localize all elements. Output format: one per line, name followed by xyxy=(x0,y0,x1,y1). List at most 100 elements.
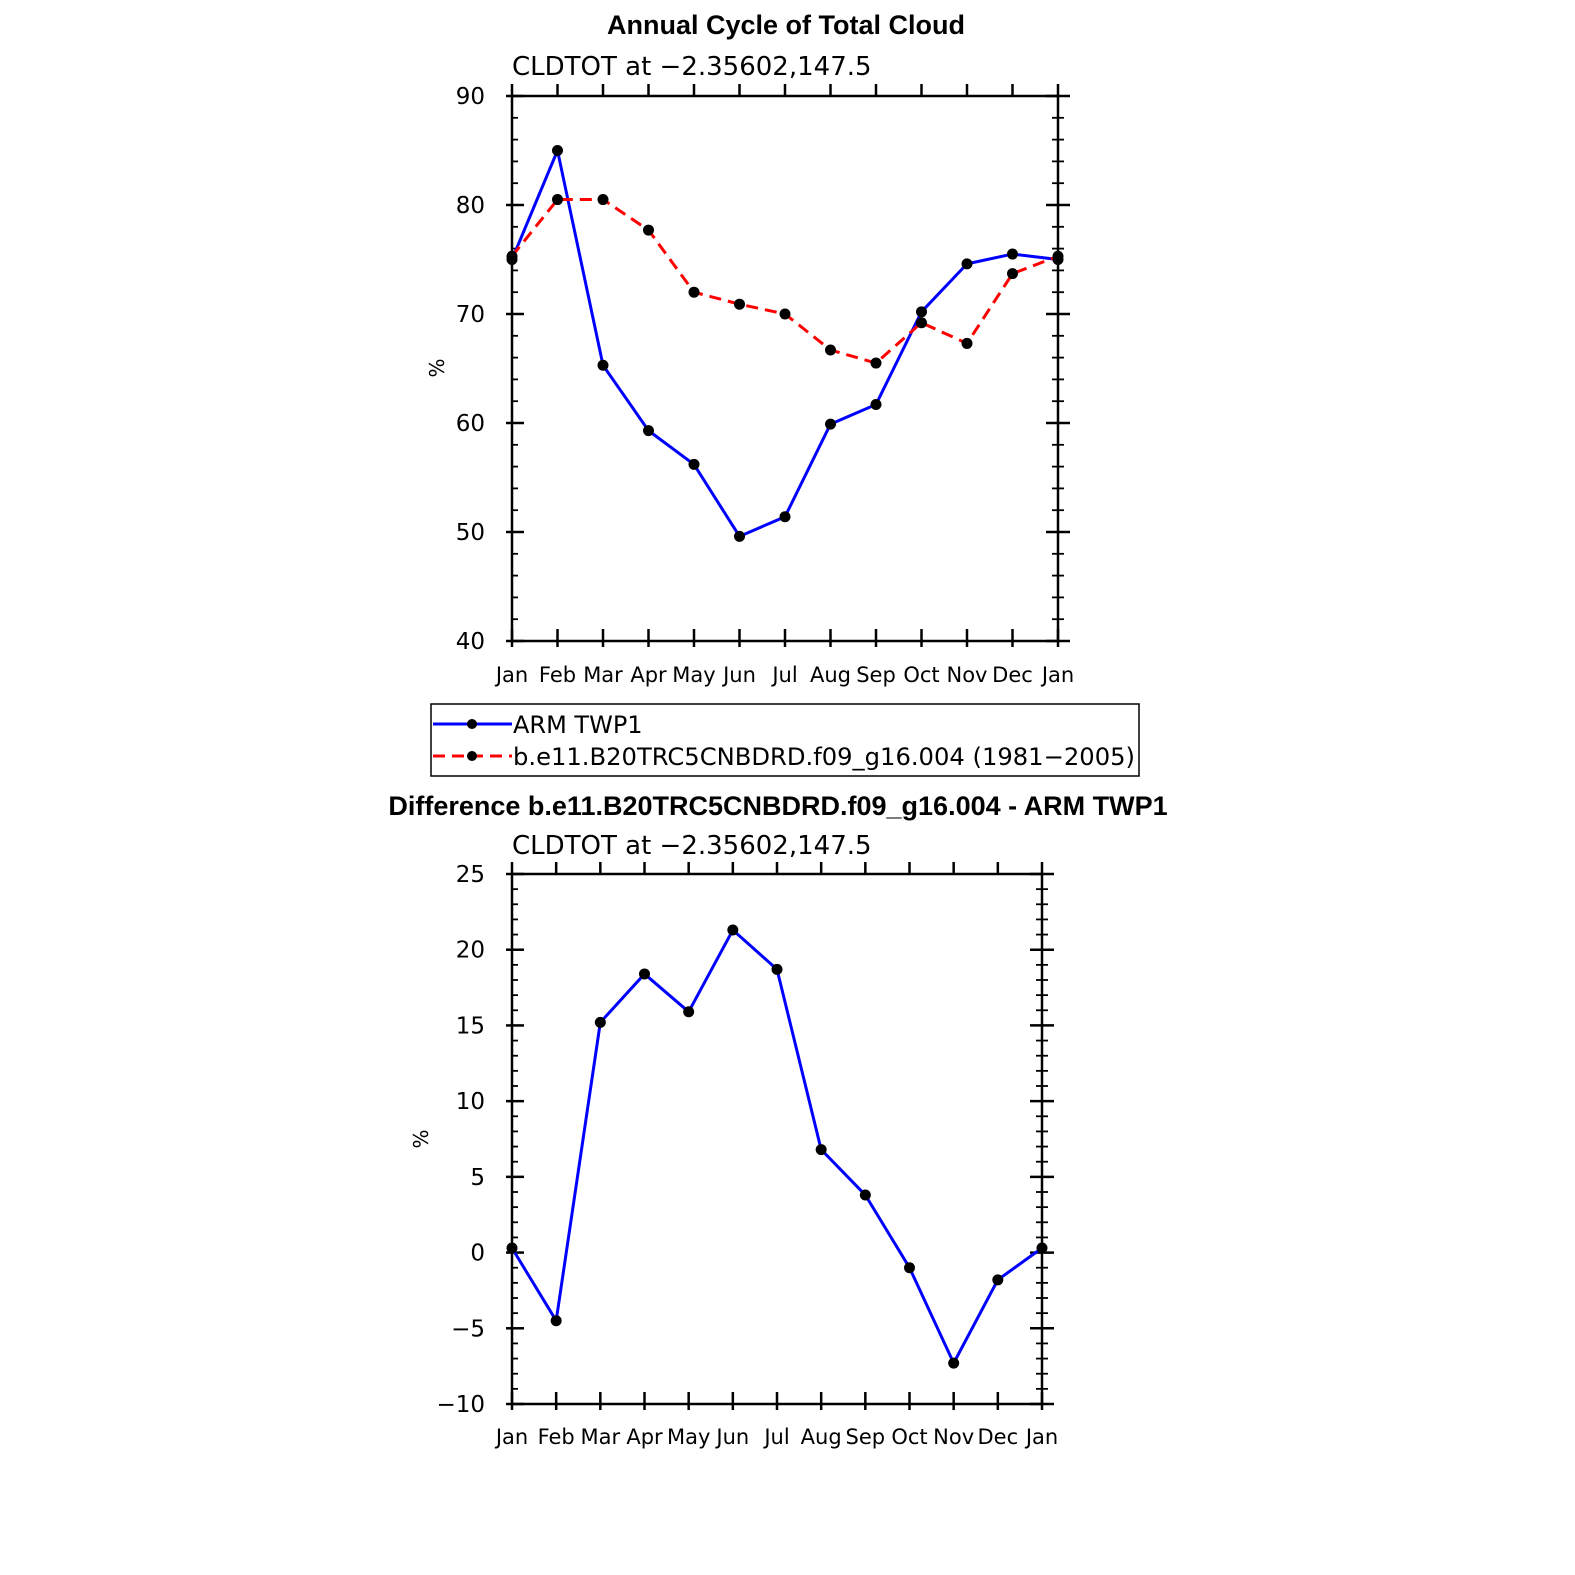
data-point xyxy=(597,359,609,371)
x-tick-label: Nov xyxy=(933,1425,974,1449)
data-point xyxy=(643,425,654,437)
series-line xyxy=(510,198,1059,365)
data-point xyxy=(825,418,836,430)
legend: ARM TWP1 b.e11.B20TRC5CNBDRD.f09_g16.004… xyxy=(430,703,1140,777)
data-point xyxy=(1052,250,1064,262)
data-point xyxy=(1007,248,1018,260)
y-tick-label: 80 xyxy=(456,193,485,219)
x-tick-label: May xyxy=(667,1425,710,1449)
y-tick-label: −5 xyxy=(451,1316,485,1342)
plot-title: Difference b.e11.B20TRC5CNBDRD.f09_g16.0… xyxy=(388,791,1167,821)
data-point xyxy=(727,924,739,936)
y-tick-label: 5 xyxy=(470,1165,485,1191)
data-point xyxy=(916,306,927,318)
data-point xyxy=(916,317,927,329)
data-point xyxy=(506,250,518,262)
y-tick-labels: 40 50 60 70 80 90 xyxy=(456,84,485,655)
axis-ticks xyxy=(506,84,1070,647)
legend-box xyxy=(430,703,1140,777)
data-point xyxy=(961,337,973,349)
x-tick-label: Oct xyxy=(891,1425,927,1449)
y-tick-label: 10 xyxy=(456,1089,485,1115)
y-tick-label: 40 xyxy=(456,629,485,655)
legend-label-model: b.e11.B20TRC5CNBDRD.f09_g16.004 (1981−20… xyxy=(513,743,1135,771)
data-point xyxy=(597,194,609,206)
data-point xyxy=(594,1016,606,1028)
x-tick-label: Oct xyxy=(903,663,939,687)
y-tick-label: 70 xyxy=(456,302,485,328)
x-tick-label: Dec xyxy=(992,663,1033,687)
x-tick-label: Jul xyxy=(762,1425,789,1449)
x-tick-label: Apr xyxy=(626,1425,663,1449)
data-point xyxy=(552,145,563,156)
annual-cycle-panel: Annual Cycle of Total Cloud CLDTOT at −2… xyxy=(425,10,1074,687)
y-tick-label: 60 xyxy=(456,411,485,437)
plot-subtitle: CLDTOT at −2.35602,147.5 xyxy=(512,52,872,82)
data-point xyxy=(961,258,973,270)
x-tick-label: Jan xyxy=(1024,1425,1058,1449)
x-tick-label: Aug xyxy=(810,663,851,687)
x-tick-label: Apr xyxy=(630,663,667,687)
x-tick-label: May xyxy=(672,663,715,687)
x-tick-label: Jul xyxy=(770,663,797,687)
x-tick-labels: Jan Feb Mar Apr May Jun Jul Aug Sep Oct Nov Dec Jan xyxy=(494,663,1074,687)
data-point xyxy=(779,511,791,523)
plot-series xyxy=(506,924,1048,1369)
data-point xyxy=(639,968,650,980)
x-tick-label: Jun xyxy=(714,1425,749,1449)
x-tick-label: Mar xyxy=(581,1425,621,1449)
y-tick-label: 15 xyxy=(456,1013,485,1039)
x-tick-label: Mar xyxy=(583,663,623,687)
data-point xyxy=(683,1006,695,1018)
data-point xyxy=(688,458,700,470)
data-point xyxy=(734,530,745,542)
data-point xyxy=(1007,268,1018,280)
y-tick-labels: −10 −5 0 5 10 15 20 25 xyxy=(436,862,485,1418)
data-point xyxy=(870,398,882,410)
data-point xyxy=(734,298,745,310)
plot-subtitle: CLDTOT at −2.35602,147.5 xyxy=(512,831,872,861)
series-line xyxy=(510,149,1059,538)
x-tick-label: Jan xyxy=(494,1425,528,1449)
x-tick-label: Jan xyxy=(494,663,528,687)
data-point xyxy=(870,357,882,369)
x-tick-label: Nov xyxy=(947,663,988,687)
series-line xyxy=(510,928,1043,1365)
y-axis-label: % xyxy=(425,358,449,377)
data-point xyxy=(1036,1242,1048,1254)
data-point xyxy=(825,344,836,356)
data-point xyxy=(688,286,700,298)
x-tick-label: Dec xyxy=(978,1425,1019,1449)
plot-frame xyxy=(510,94,1060,643)
y-tick-label: 50 xyxy=(456,520,485,546)
data-point xyxy=(550,1315,562,1327)
axis-ticks xyxy=(506,862,1054,1410)
x-tick-label: Jan xyxy=(1040,663,1074,687)
data-point xyxy=(948,1357,960,1369)
y-tick-label: 25 xyxy=(456,862,485,888)
legend-marker-model xyxy=(467,751,477,761)
data-point xyxy=(992,1274,1004,1286)
x-tick-label: Sep xyxy=(856,663,896,687)
plot-series xyxy=(506,145,1064,542)
data-point xyxy=(815,1144,827,1156)
y-tick-label: 0 xyxy=(470,1241,485,1267)
y-tick-label: 90 xyxy=(456,84,485,110)
x-tick-label: Aug xyxy=(801,1425,842,1449)
plot-frame xyxy=(510,872,1044,1406)
data-point xyxy=(506,1242,518,1254)
data-point xyxy=(552,194,563,206)
x-tick-label: Jun xyxy=(721,663,756,687)
data-point xyxy=(859,1189,871,1201)
data-point xyxy=(779,308,791,320)
data-point xyxy=(643,224,654,236)
plot-title: Annual Cycle of Total Cloud xyxy=(607,10,965,40)
legend-marker-arm-twp1 xyxy=(467,719,477,729)
difference-panel: Difference b.e11.B20TRC5CNBDRD.f09_g16.0… xyxy=(388,791,1167,1449)
data-point xyxy=(771,963,783,975)
legend-label-arm-twp1: ARM TWP1 xyxy=(513,711,643,739)
x-tick-label: Feb xyxy=(539,663,576,687)
y-axis-label: % xyxy=(409,1129,433,1148)
x-tick-labels: Jan Feb Mar Apr May Jun Jul Aug Sep Oct Nov Dec Jan xyxy=(494,1425,1058,1449)
y-tick-label: −10 xyxy=(436,1392,485,1418)
